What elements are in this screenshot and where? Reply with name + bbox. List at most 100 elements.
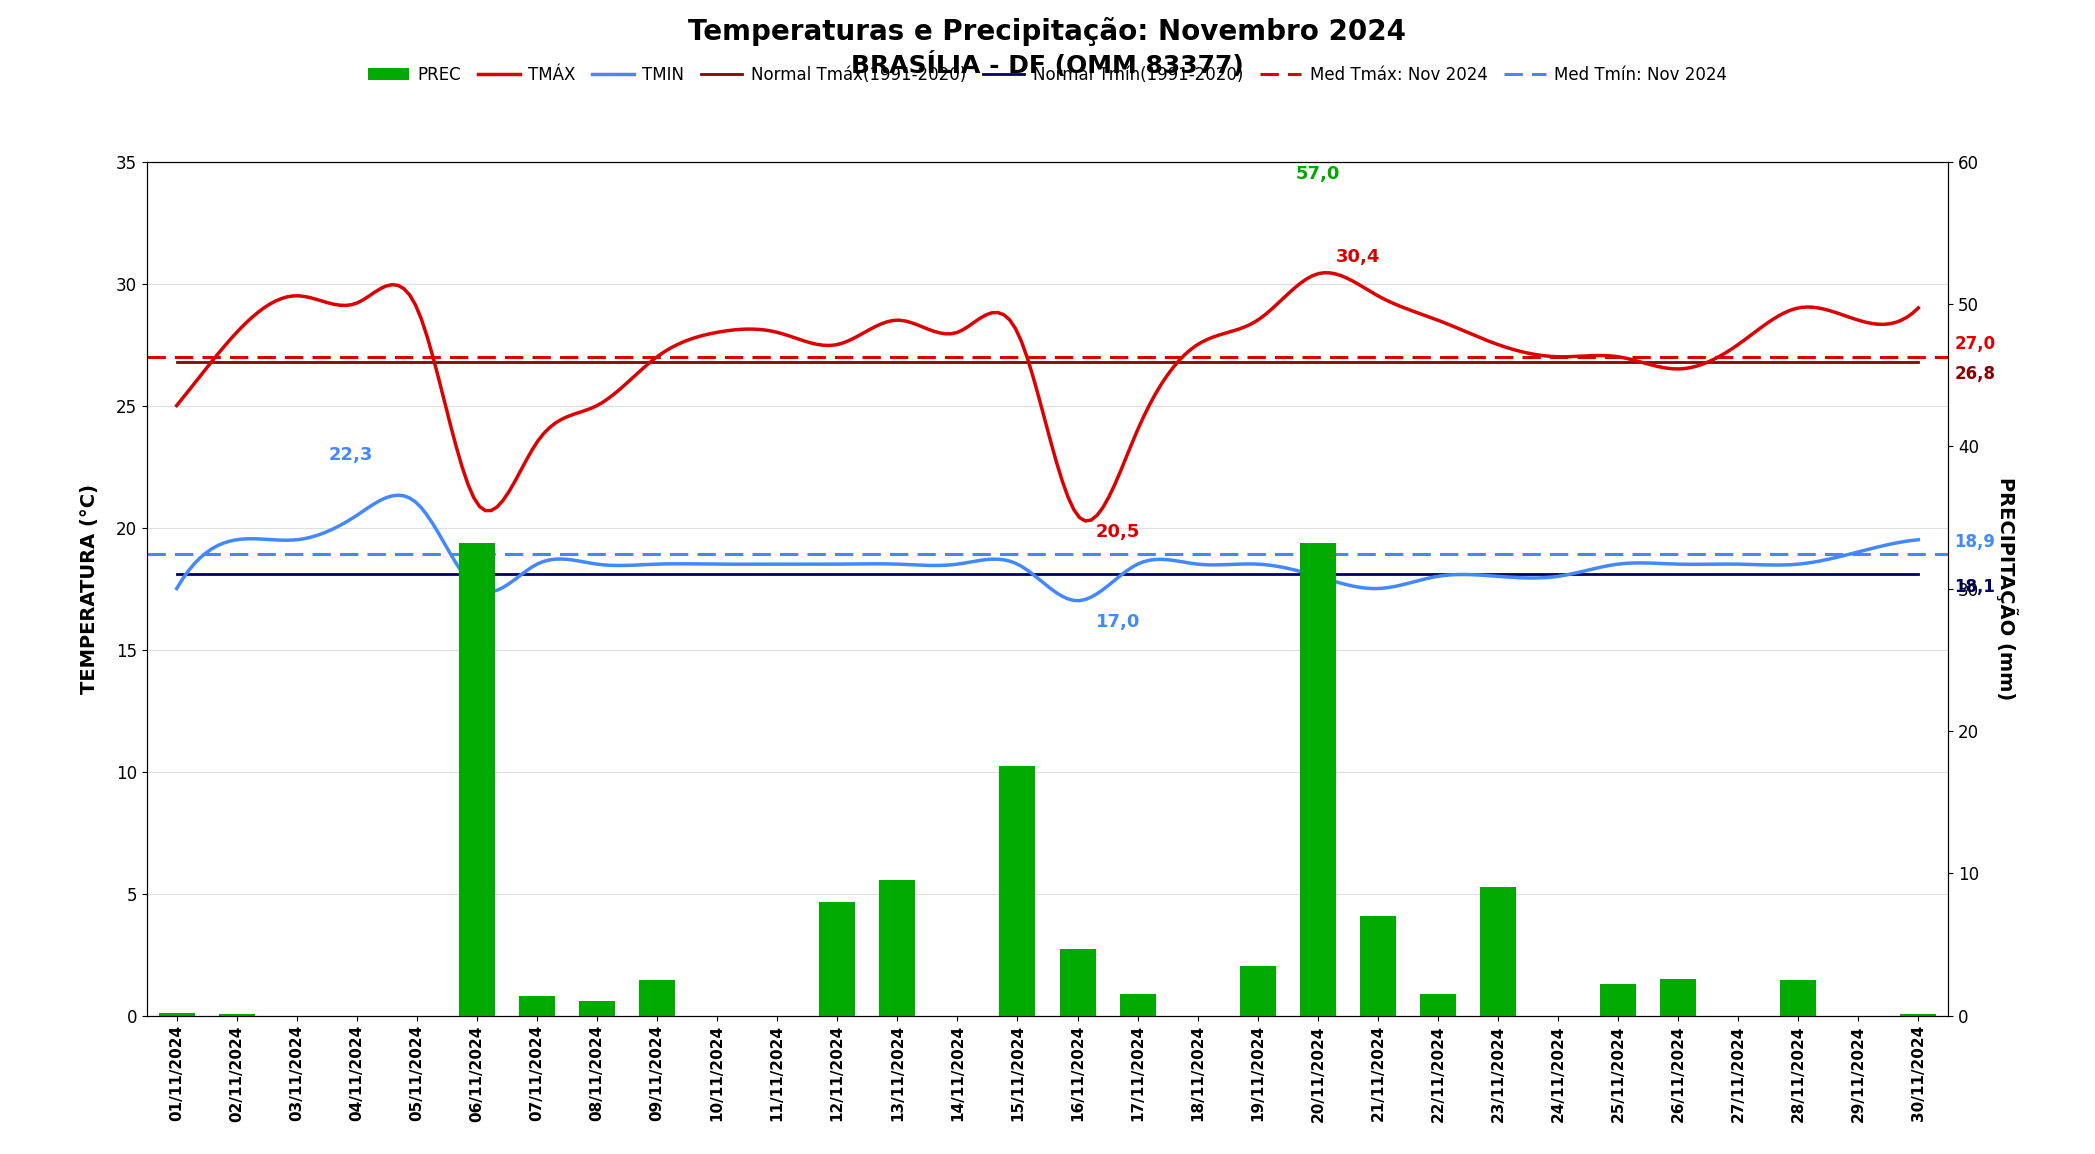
Bar — [1601, 984, 1636, 1016]
Text: 18,9: 18,9 — [1955, 533, 1994, 550]
Normal Tmáx(1991-2020) — [1366, 354, 1391, 368]
Bar — [1479, 887, 1517, 1016]
Bar — [578, 1002, 616, 1016]
Med Tmáx: Nov 2024: (1, 27): Nov 2024: (1, 27) — [224, 350, 249, 364]
Normal Tmín(1991-2020) — [1425, 567, 1450, 580]
Normal Tmáx(1991-2020) — [1785, 354, 1810, 368]
Normal Tmín(1991-2020) — [344, 567, 369, 580]
TMIN — [1213, 557, 1238, 571]
Bar — [1240, 966, 1276, 1016]
Normal Tmáx(1991-2020) — [1546, 354, 1571, 368]
Normal Tmín(1991-2020) — [1244, 567, 1270, 580]
Normal Tmáx(1991-2020) — [1846, 354, 1871, 368]
Bar — [1119, 995, 1156, 1016]
Normal Tmín(1991-2020) — [945, 567, 970, 580]
Normal Tmáx(1991-2020) — [1186, 354, 1211, 368]
Legend: PREC, TMÁX, TMIN, Normal Tmáx(1991-2020), Normal Tmín(1991-2020), Med Tmáx: Nov : PREC, TMÁX, TMIN, Normal Tmáx(1991-2020)… — [360, 59, 1735, 90]
Normal Tmín(1991-2020) — [465, 567, 490, 580]
TMIN — [163, 582, 189, 595]
Text: 18,1: 18,1 — [1955, 577, 1994, 595]
TMÁX — [1645, 359, 1670, 373]
Normal Tmín(1991-2020) — [1125, 567, 1150, 580]
Normal Tmáx(1991-2020) — [344, 354, 369, 368]
Bar — [520, 996, 555, 1016]
Bar — [1420, 995, 1456, 1016]
Normal Tmáx(1991-2020) — [704, 354, 729, 368]
Bar — [1060, 949, 1096, 1016]
Text: 57,0: 57,0 — [1295, 165, 1341, 183]
Normal Tmáx(1991-2020) — [1485, 354, 1510, 368]
TMÁX — [1200, 330, 1226, 344]
Normal Tmáx(1991-2020) — [585, 354, 610, 368]
Text: 22,3: 22,3 — [329, 447, 373, 464]
Normal Tmín(1991-2020) — [765, 567, 790, 580]
TMIN — [1207, 557, 1232, 571]
Bar — [1781, 980, 1816, 1016]
Normal Tmáx(1991-2020) — [1605, 354, 1630, 368]
TMIN — [170, 572, 195, 586]
TMÁX — [1754, 316, 1779, 330]
Line: TMÁX: TMÁX — [176, 272, 1919, 520]
Normal Tmáx(1991-2020) — [1666, 354, 1691, 368]
Med Tmín: Nov 2024: (0, 18.9): Nov 2024: (0, 18.9) — [163, 547, 189, 561]
TMÁX — [1906, 301, 1932, 315]
Bar — [819, 901, 855, 1016]
Normal Tmáx(1991-2020) — [224, 354, 249, 368]
Normal Tmáx(1991-2020) — [1125, 354, 1150, 368]
Normal Tmáx(1991-2020) — [1726, 354, 1751, 368]
Normal Tmáx(1991-2020) — [1425, 354, 1450, 368]
Bar — [1299, 544, 1337, 1016]
Normal Tmáx(1991-2020) — [645, 354, 670, 368]
Normal Tmín(1991-2020) — [1006, 567, 1031, 580]
Normal Tmín(1991-2020) — [585, 567, 610, 580]
Normal Tmín(1991-2020) — [224, 567, 249, 580]
Line: TMIN: TMIN — [176, 495, 1919, 600]
Normal Tmín(1991-2020) — [1546, 567, 1571, 580]
Normal Tmáx(1991-2020) — [765, 354, 790, 368]
Y-axis label: TEMPERATURA (°C): TEMPERATURA (°C) — [80, 484, 98, 694]
Normal Tmín(1991-2020) — [285, 567, 310, 580]
Normal Tmín(1991-2020) — [1485, 567, 1510, 580]
Normal Tmáx(1991-2020) — [1906, 354, 1932, 368]
Normal Tmín(1991-2020) — [1846, 567, 1871, 580]
TMIN — [1645, 556, 1670, 570]
TMIN — [1242, 557, 1267, 571]
Normal Tmín(1991-2020) — [1666, 567, 1691, 580]
Normal Tmáx(1991-2020) — [285, 354, 310, 368]
Normal Tmín(1991-2020) — [645, 567, 670, 580]
Bar — [1360, 916, 1395, 1016]
Normal Tmín(1991-2020) — [1726, 567, 1751, 580]
Text: 30,4: 30,4 — [1337, 248, 1381, 267]
Text: Temperaturas e Precipitação: Novembro 2024: Temperaturas e Precipitação: Novembro 20… — [689, 17, 1406, 46]
Normal Tmín(1991-2020) — [524, 567, 549, 580]
Bar — [218, 1014, 256, 1016]
Text: 26,8: 26,8 — [1955, 366, 1994, 383]
Normal Tmáx(1991-2020) — [1305, 354, 1330, 368]
TMIN — [1906, 533, 1932, 547]
TMÁX — [1207, 328, 1232, 342]
Text: 17,0: 17,0 — [1096, 613, 1140, 631]
Normal Tmáx(1991-2020) — [1006, 354, 1031, 368]
Med Tmáx: Nov 2024: (0, 27): Nov 2024: (0, 27) — [163, 350, 189, 364]
Normal Tmín(1991-2020) — [825, 567, 851, 580]
Normal Tmáx(1991-2020) — [163, 354, 189, 368]
Y-axis label: PRECIPITAÇÃO (mm): PRECIPITAÇÃO (mm) — [1997, 477, 2017, 700]
TMÁX — [1073, 514, 1098, 527]
Normal Tmín(1991-2020) — [1785, 567, 1810, 580]
Normal Tmín(1991-2020) — [884, 567, 909, 580]
Normal Tmáx(1991-2020) — [825, 354, 851, 368]
Bar — [880, 881, 916, 1016]
TMÁX — [170, 391, 195, 405]
TMIN — [1066, 593, 1091, 607]
Normal Tmín(1991-2020) — [163, 567, 189, 580]
Text: BRASÍLIA - DF (OMM 83377): BRASÍLIA - DF (OMM 83377) — [851, 52, 1244, 78]
Normal Tmáx(1991-2020) — [884, 354, 909, 368]
Normal Tmín(1991-2020) — [1906, 567, 1932, 580]
Normal Tmáx(1991-2020) — [465, 354, 490, 368]
Normal Tmáx(1991-2020) — [945, 354, 970, 368]
TMÁX — [163, 398, 189, 412]
Normal Tmín(1991-2020) — [1605, 567, 1630, 580]
Bar — [459, 544, 494, 1016]
Bar — [1659, 979, 1697, 1016]
Normal Tmín(1991-2020) — [404, 567, 429, 580]
